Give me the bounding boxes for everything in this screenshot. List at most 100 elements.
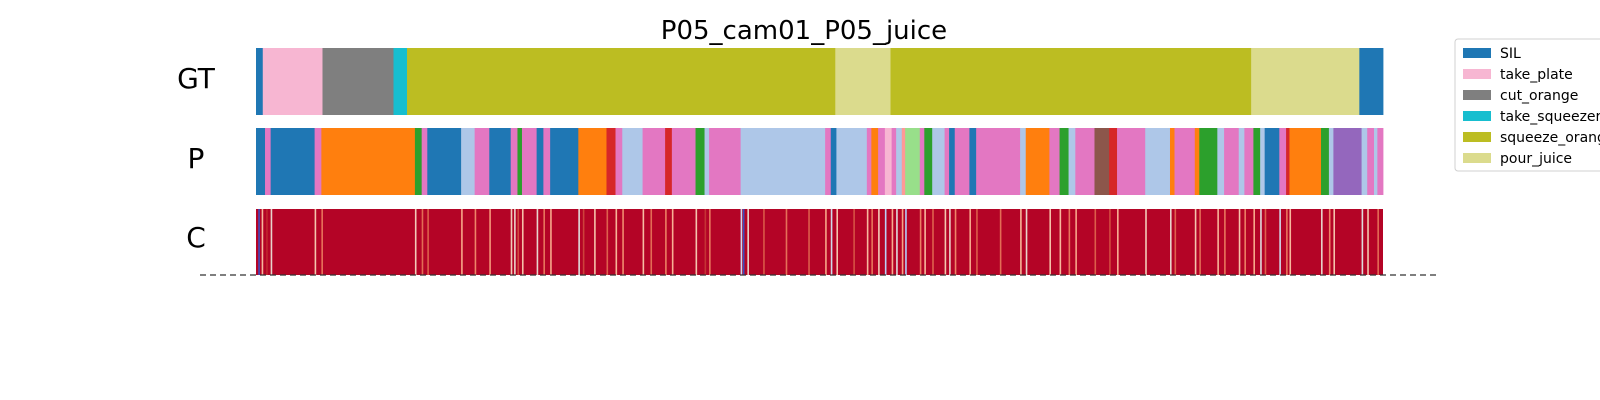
p-segment	[622, 128, 643, 195]
p-segment	[256, 128, 266, 195]
c-stripe	[871, 209, 873, 275]
p-segment	[695, 128, 705, 195]
gt-segment	[262, 48, 323, 115]
gt-segment	[1251, 48, 1360, 115]
p-segment	[1377, 128, 1384, 195]
gt-segment	[407, 48, 836, 115]
c-stripe	[1217, 209, 1219, 275]
c-stripe	[606, 209, 609, 275]
c-stripe	[932, 209, 934, 275]
c-stripe	[1253, 209, 1255, 275]
p-segment	[461, 128, 476, 195]
p-segment	[866, 128, 872, 195]
legend: SIL take_plate cut_orange take_squeezersque…	[1454, 38, 1600, 172]
p-segment	[314, 128, 322, 195]
c-stripe	[836, 209, 839, 275]
p-segment	[830, 128, 837, 195]
c-stripe	[582, 209, 585, 275]
p-segment	[671, 128, 696, 195]
c-stripe	[517, 209, 520, 275]
gt-segment	[256, 48, 264, 115]
p-segment	[1279, 128, 1287, 195]
confidence-bar	[256, 209, 1383, 275]
c-stripe	[1328, 209, 1331, 275]
c-stripe	[642, 209, 645, 275]
p-segment	[704, 128, 710, 195]
c-stripe	[825, 209, 827, 275]
c-stripe	[999, 209, 1002, 275]
c-stripe	[474, 209, 477, 275]
p-segment	[265, 128, 272, 195]
p-segment	[944, 128, 950, 195]
p-segment	[949, 128, 956, 195]
p-segment	[510, 128, 518, 195]
c-stripe	[414, 209, 417, 275]
p-segment	[1333, 128, 1362, 195]
p-segment	[976, 128, 1021, 195]
c-stripe	[1321, 209, 1323, 275]
p-segment	[1199, 128, 1218, 195]
p-segment	[891, 128, 897, 195]
c-stripe	[1020, 209, 1022, 275]
p-segment	[321, 128, 416, 195]
legend-swatch	[1463, 132, 1491, 142]
p-segment	[1289, 128, 1322, 195]
c-stripe	[514, 209, 516, 275]
c-stripe	[615, 209, 618, 275]
c-stripe	[896, 209, 898, 275]
legend-label: take_plate	[1500, 67, 1573, 83]
c-stripe	[258, 209, 260, 275]
p-segment	[1025, 128, 1050, 195]
p-segment	[543, 128, 551, 195]
c-stripe	[1117, 209, 1119, 275]
c-stripe	[671, 209, 674, 275]
p-segment	[884, 128, 893, 195]
p-segment	[1244, 128, 1254, 195]
p-segment	[1075, 128, 1095, 195]
p-segment	[1260, 128, 1266, 195]
c-stripe	[1169, 209, 1172, 275]
c-stripe	[919, 209, 922, 275]
c-stripe	[1244, 209, 1246, 275]
c-stripe	[709, 209, 711, 275]
p-segment	[1059, 128, 1069, 195]
c-stripe	[1199, 209, 1201, 275]
p-segment	[1264, 128, 1280, 195]
c-stripe	[891, 209, 894, 275]
c-stripe	[1025, 209, 1028, 275]
p-segment	[517, 128, 523, 195]
p-segment	[1321, 128, 1330, 195]
c-stripe	[594, 209, 596, 275]
p-segment	[536, 128, 544, 195]
c-stripe	[704, 209, 707, 275]
p-segment	[1020, 128, 1027, 195]
p-segment	[896, 128, 903, 195]
c-stripe	[742, 209, 745, 275]
p-segment	[924, 128, 933, 195]
c-stripe	[489, 209, 491, 275]
p-segment	[1049, 128, 1060, 195]
ground-truth-bar	[256, 48, 1384, 115]
p-segment	[1217, 128, 1225, 195]
legend-swatch	[1463, 153, 1491, 163]
c-stripe	[578, 209, 580, 275]
c-stripe	[695, 209, 698, 275]
c-stripe	[521, 209, 524, 275]
gt-segment	[1359, 48, 1384, 115]
p-segment	[421, 128, 428, 195]
c-stripe	[1224, 209, 1226, 275]
c-stripe	[954, 209, 957, 275]
legend-swatch	[1463, 69, 1491, 79]
gt-segment	[890, 48, 1252, 115]
c-stripe	[1049, 209, 1052, 275]
c-stripe	[1174, 209, 1177, 275]
c-stripe	[944, 209, 947, 275]
p-segment	[550, 128, 579, 195]
legend-frame	[1454, 38, 1600, 172]
row-label-gt: GT	[177, 62, 216, 95]
c-stripe	[747, 209, 749, 275]
p-segment	[825, 128, 832, 195]
chart-title: P05_cam01_P05_juice	[661, 16, 947, 46]
row-label-p: P	[188, 142, 205, 175]
